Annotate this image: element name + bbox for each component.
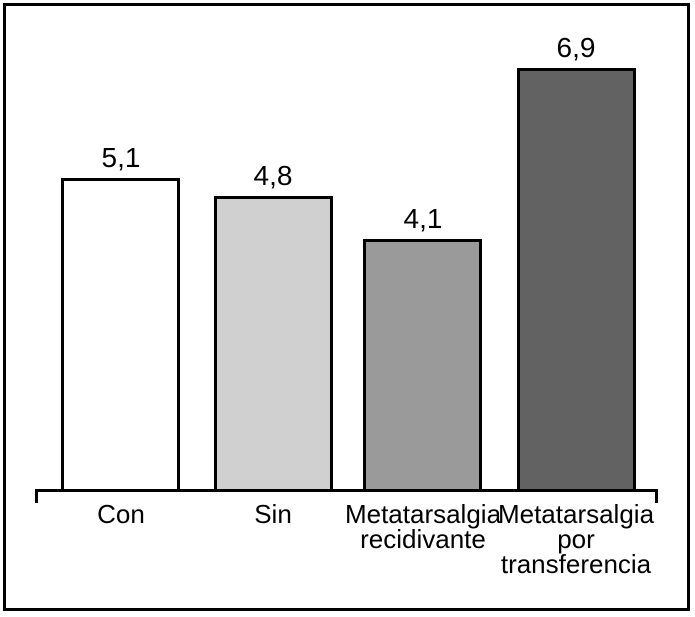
category-label-4: Metatarsalgia por transferencia — [497, 499, 655, 579]
bar-3 — [363, 239, 482, 492]
x-axis-line — [35, 489, 658, 492]
category-label-3: Metatarsalgia recidivante — [344, 499, 502, 554]
bar-2 — [214, 196, 333, 492]
category-label-2: Sin — [254, 499, 292, 529]
value-label-4: 6,9 — [556, 32, 596, 63]
axis-end-tick-right — [655, 489, 658, 503]
bar-1 — [61, 178, 180, 492]
value-label-1: 5,1 — [101, 142, 141, 173]
value-label-3: 4,1 — [403, 203, 443, 234]
axis-end-tick-left — [35, 489, 38, 503]
chart-frame — [3, 3, 690, 611]
category-label-1: Con — [97, 499, 145, 529]
bar-4 — [517, 68, 636, 492]
value-label-2: 4,8 — [253, 160, 293, 191]
